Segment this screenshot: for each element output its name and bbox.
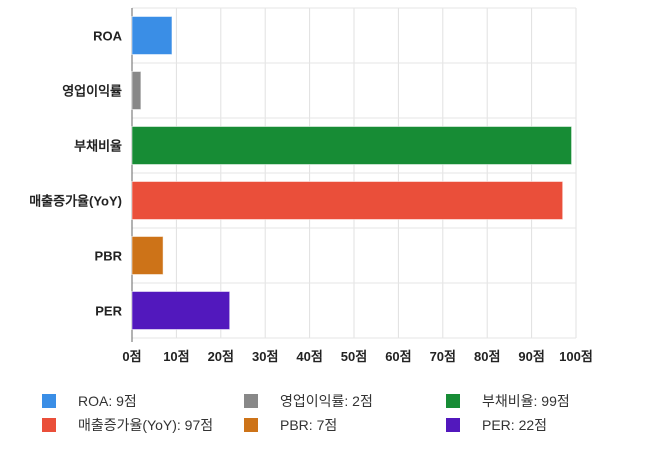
- bar-2: [131, 126, 573, 165]
- bar-1: [131, 71, 142, 110]
- legend-label: 매출증가율(YoY): 97점: [78, 417, 214, 433]
- legend-label: PER: 22점: [482, 417, 548, 433]
- legend-label: 부채비율: 99점: [482, 393, 570, 409]
- legend-label: PBR: 7점: [280, 417, 338, 433]
- legend-swatch: [42, 394, 56, 408]
- legend-swatch: [244, 418, 258, 432]
- x-tick-label: 90점: [518, 349, 544, 364]
- x-tick-label: 70점: [430, 349, 456, 364]
- y-tick-label: PER: [95, 304, 122, 319]
- legend-label: 영업이익률: 2점: [280, 393, 373, 409]
- legend-swatch: [42, 418, 56, 432]
- y-tick-label: 부채비율: [74, 139, 122, 154]
- y-tick-label: PBR: [95, 249, 123, 264]
- legend-item: PER: 22점: [446, 416, 646, 434]
- x-tick-label: 20점: [208, 349, 234, 364]
- legend-swatch: [446, 418, 460, 432]
- legend-swatch: [244, 394, 258, 408]
- x-tick-label: 10점: [163, 349, 189, 364]
- legend-item: 영업이익률: 2점: [244, 392, 446, 410]
- y-tick-label: 매출증가율(YoY): [29, 194, 122, 209]
- legend-item: ROA: 9점: [42, 392, 244, 410]
- legend-swatch: [446, 394, 460, 408]
- bar-0: [131, 16, 173, 55]
- x-tick-label: 0점: [122, 349, 141, 364]
- y-tick-label: 영업이익률: [62, 84, 122, 99]
- x-tick-label: 50점: [341, 349, 367, 364]
- x-tick-label: 100점: [559, 349, 593, 364]
- x-tick-label: 60점: [385, 349, 411, 364]
- legend-item: PBR: 7점: [244, 416, 446, 434]
- bar-chart-svg: 0점 10점 20점 30점 40점 50점 60점 70점 80점 90점 100점 ROA 영업이익…: [29, 7, 593, 364]
- legend-label: ROA: 9점: [78, 393, 137, 409]
- legend-item: 매출증가율(YoY): 97점: [42, 416, 244, 434]
- bar-3: [131, 181, 564, 220]
- y-tick-label: ROA: [93, 29, 123, 44]
- x-tick-label: 30점: [252, 349, 278, 364]
- x-tick-label: 40점: [296, 349, 322, 364]
- x-tick-label: 80점: [474, 349, 500, 364]
- bar-5: [131, 291, 231, 330]
- legend-item: 부채비율: 99점: [446, 392, 646, 410]
- bar-4: [131, 236, 164, 275]
